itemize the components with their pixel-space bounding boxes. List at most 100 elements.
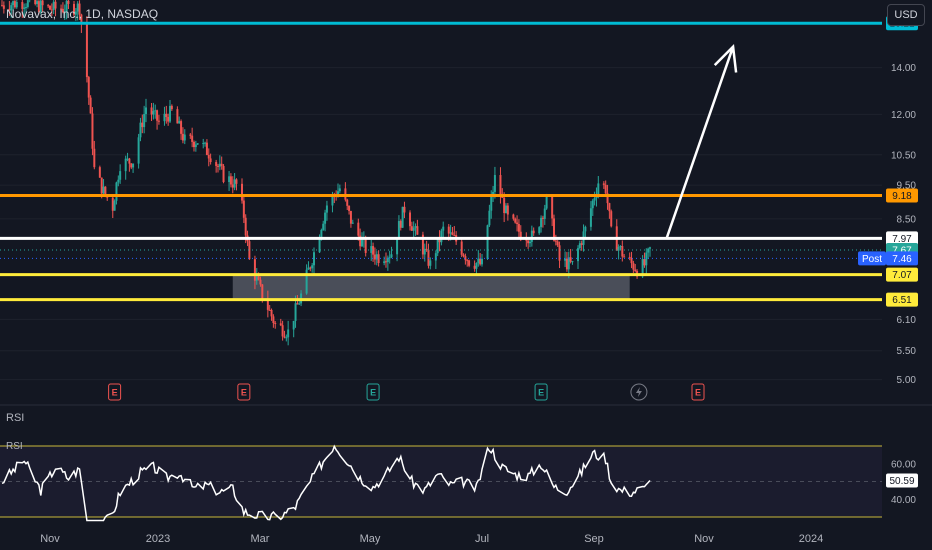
candle-body xyxy=(124,158,127,172)
candle-body xyxy=(558,245,561,261)
candle-body xyxy=(181,133,184,141)
rsi-pane-label[interactable]: RSI xyxy=(6,412,25,424)
candle-body xyxy=(220,163,223,166)
candle-body xyxy=(399,221,402,228)
candle-body xyxy=(647,248,650,253)
price-tick-label: 5.50 xyxy=(897,346,917,357)
candle-body xyxy=(337,191,339,197)
candle-body xyxy=(218,163,221,167)
dividend-marker-icon xyxy=(630,383,648,401)
candle-body xyxy=(519,231,522,240)
earnings-marker-icon xyxy=(534,383,548,401)
candle-body xyxy=(257,276,260,280)
candle-body xyxy=(541,217,544,219)
candle-body xyxy=(451,232,454,235)
candle-body xyxy=(525,239,528,241)
candle-body xyxy=(2,5,5,9)
candle-body xyxy=(169,105,171,122)
rsi-line xyxy=(1,444,651,522)
candle-body xyxy=(466,260,469,262)
candle-body xyxy=(150,107,153,115)
candle-body xyxy=(632,263,635,270)
candle-body xyxy=(12,1,15,6)
post-market-badge: 7.46 xyxy=(892,254,912,265)
price-tick-label: 14.00 xyxy=(891,63,916,74)
candle-body xyxy=(621,246,624,257)
candle-body xyxy=(364,238,367,253)
candle-body xyxy=(292,320,295,330)
last-price-badge: 7.67 xyxy=(892,245,912,256)
candle-body xyxy=(183,134,186,141)
candle-body xyxy=(255,276,258,281)
candle-body xyxy=(475,263,478,269)
earnings-marker-label: E xyxy=(112,388,118,398)
candle-body xyxy=(180,121,183,134)
candle-body xyxy=(449,232,452,234)
candle-body xyxy=(143,113,146,128)
candle-body xyxy=(423,248,426,255)
candle-body xyxy=(268,309,271,311)
candle-body xyxy=(554,240,557,242)
candle-body xyxy=(47,5,50,7)
horizontal-levels-layer xyxy=(0,21,882,302)
candle-body xyxy=(217,165,219,167)
candle-body xyxy=(589,208,592,227)
candle-body xyxy=(567,257,570,270)
candle-body xyxy=(104,186,107,195)
projection-arrow-shaft xyxy=(665,46,735,239)
candle-body xyxy=(505,205,507,214)
candle-body xyxy=(414,226,417,228)
candle-body xyxy=(296,303,299,305)
candle-body xyxy=(189,134,192,136)
candle-body xyxy=(604,184,607,194)
candle-body xyxy=(322,223,325,230)
candle-body xyxy=(281,325,284,337)
candle-body xyxy=(514,218,517,223)
candle-body xyxy=(440,230,443,243)
candle-body xyxy=(608,203,611,212)
candle-body xyxy=(207,154,210,159)
candle-body xyxy=(241,183,243,201)
candle-body xyxy=(126,158,129,160)
candle-body xyxy=(165,113,168,117)
candle-body xyxy=(91,113,94,149)
candle-body xyxy=(231,184,234,188)
candle-body xyxy=(320,229,323,238)
candle-body xyxy=(351,222,354,224)
candle-body xyxy=(157,120,160,122)
candle-body xyxy=(202,143,205,145)
candle-body xyxy=(571,261,574,263)
candle-body xyxy=(73,3,75,15)
candle-body xyxy=(215,162,218,166)
candle-body xyxy=(386,257,389,263)
candle-body xyxy=(274,322,277,324)
candle-body xyxy=(266,299,269,310)
candle-body xyxy=(517,224,520,232)
candle-body xyxy=(361,239,363,247)
candle-body xyxy=(194,144,197,148)
candle-body xyxy=(373,254,376,260)
candle-body xyxy=(244,217,247,236)
symbol-title[interactable]: Novavax, Inc., 1D, NASDAQ xyxy=(6,7,159,21)
candle-body xyxy=(464,256,467,261)
lightning-icon xyxy=(635,387,642,397)
candle-body xyxy=(283,336,286,338)
candle-body xyxy=(311,265,314,269)
time-tick-label: 2023 xyxy=(146,533,170,545)
candle-body xyxy=(385,261,387,263)
candle-body xyxy=(527,240,530,244)
candle-body xyxy=(591,200,594,209)
candle-body xyxy=(493,175,496,192)
currency-button[interactable]: USD xyxy=(887,4,925,26)
candle-body xyxy=(436,237,439,254)
time-axis: Nov 2023 Mar May Jul Sep Nov 2024 xyxy=(40,533,823,545)
candle-body xyxy=(67,0,70,4)
earnings-marker-label: E xyxy=(695,388,701,398)
candle-body xyxy=(593,198,596,201)
candle-body xyxy=(409,212,411,227)
candle-body xyxy=(438,237,441,243)
candle-body xyxy=(74,11,77,15)
candle-body xyxy=(270,309,273,317)
candle-body xyxy=(130,163,133,168)
